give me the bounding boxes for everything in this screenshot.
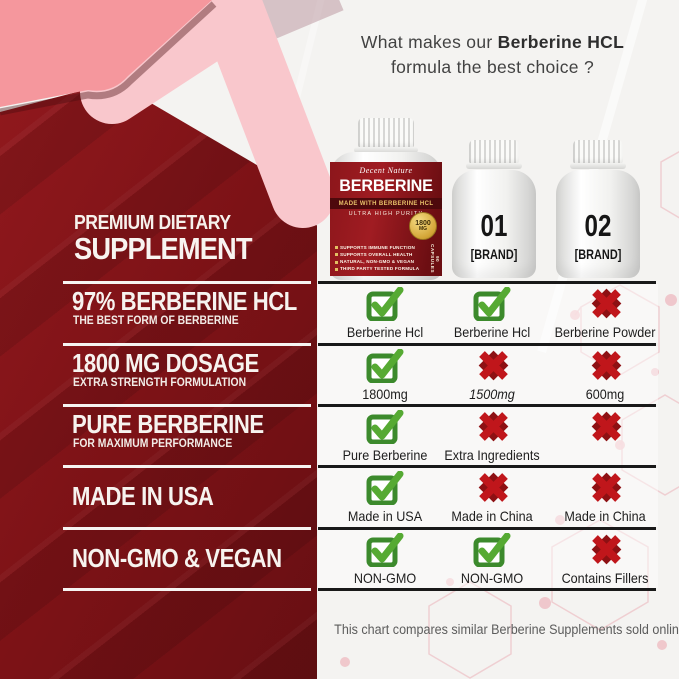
check-icon [473, 286, 511, 322]
dosage-badge: 1800 MG [409, 212, 437, 240]
cell-label: Made in China [451, 508, 533, 524]
black-divider [318, 281, 656, 284]
cell-label: Extra Ingredients [444, 447, 540, 463]
black-divider [318, 527, 656, 530]
competitor-brand: [BRAND] [574, 246, 622, 262]
cell-label: NON-GMO [460, 570, 524, 586]
feature-title: NON-GMO & VEGAN [72, 543, 282, 573]
bottle-label: Decent Nature BERBERINE MADE WITH BERBER… [330, 162, 442, 276]
cell-label: Made in China [564, 508, 646, 524]
feature-title: 97% BERBERINE HCL [72, 286, 297, 316]
capsule-count: 90 CAPSULES [430, 244, 440, 274]
black-divider [318, 465, 656, 468]
check-icon [366, 286, 404, 322]
cell-label: Berberine Hcl [346, 324, 424, 340]
white-divider [63, 281, 311, 284]
black-divider [318, 404, 656, 407]
white-divider [63, 343, 311, 346]
feature-subtitle: EXTRA STRENGTH FORMULATION [73, 377, 247, 389]
feature-subtitle: THE BEST FORM OF BERBERINE [73, 315, 239, 327]
bottle-cap-lip [466, 163, 522, 169]
black-divider [318, 343, 656, 346]
feature-subtitle: FOR MAXIMUM PERFORMANCE [73, 438, 233, 450]
cell-row4-col2: Made in China [432, 471, 552, 524]
check-icon [366, 532, 404, 568]
cell-label: 1500mg [469, 386, 515, 402]
white-divider [63, 588, 311, 591]
title-normal: What makes our [360, 32, 498, 52]
title-bold: Berberine HCL [497, 32, 625, 52]
cell-row2-col3: 600mg [545, 349, 665, 402]
competitor-bottle-2: 02 [BRAND] [556, 140, 640, 278]
cell-label: Contains Fillers [561, 570, 649, 586]
competitor-number: 02 [584, 208, 612, 243]
main-product-bottle: Decent Nature BERBERINE MADE WITH BERBER… [330, 118, 442, 280]
brand-logo: Decent Nature [359, 166, 413, 175]
bottle-body: Decent Nature BERBERINE MADE WITH BERBER… [330, 152, 442, 280]
feature-title: MADE IN USA [72, 481, 214, 511]
title-line2: formula the best choice ? [390, 56, 595, 77]
white-divider [63, 465, 311, 468]
bottle-body: 02 [BRAND] [556, 170, 640, 278]
cell-label: 1800mg [362, 386, 408, 402]
check-icon [366, 348, 404, 384]
cell-row4-col3: Made in China [545, 471, 665, 524]
cell-label: Pure Berberine [342, 447, 428, 463]
competitor-bottle-1: 01 [BRAND] [452, 140, 536, 278]
cell-row5-col2: NON-GMO [432, 532, 552, 586]
cell-row3-col3 [545, 410, 665, 447]
bottle-cap-lip [354, 147, 418, 153]
bottle-cap [573, 140, 623, 164]
bullet: THIRD PARTY TESTED FORMULA [335, 265, 421, 272]
product-name: BERBERINE [339, 176, 433, 195]
purity-text: ULTRA HIGH PURITY [348, 211, 424, 217]
cell-row3-col1: Pure Berberine [325, 409, 445, 463]
cross-icon [586, 471, 624, 505]
bottle-cap [358, 118, 414, 148]
cell-label: Made in USA [347, 508, 423, 524]
cell-label: 600mg [585, 386, 625, 402]
black-divider [318, 588, 656, 591]
check-icon [366, 409, 404, 445]
cell-row5-col3: Contains Fillers [545, 533, 665, 586]
cell-row4-col1: Made in USA [325, 470, 445, 524]
cross-icon [586, 533, 624, 567]
cell-row1-col3: Berberine Powder [545, 287, 665, 340]
cell-row3-col2: Extra Ingredients [432, 410, 552, 463]
bullet: SUPPORTS IMMUNE FUNCTION [335, 244, 421, 251]
check-icon [366, 470, 404, 506]
competitor-brand: [BRAND] [470, 246, 518, 262]
cross-icon [473, 349, 511, 383]
cell-label: Berberine Hcl [453, 324, 531, 340]
panel-title: SUPPLEMENT [74, 231, 253, 266]
cell-row1-col2: Berberine Hcl [432, 286, 552, 340]
label-bullets: SUPPORTS IMMUNE FUNCTION SUPPORTS OVERAL… [335, 244, 421, 272]
page-title: What makes our Berberine HCL formula the… [320, 30, 665, 79]
cell-label: NON-GMO [353, 570, 417, 586]
bullet: NATURAL, NON-GMO & VEGAN [335, 258, 421, 265]
bullet: SUPPORTS OVERALL HEALTH [335, 251, 421, 258]
cell-label: Berberine Powder [554, 324, 656, 340]
cross-icon [473, 410, 511, 444]
cross-icon [586, 349, 624, 383]
cross-icon [586, 287, 624, 321]
feature-title: PURE BERBERINE [72, 409, 264, 439]
cell-row5-col1: NON-GMO [325, 532, 445, 586]
bottle-cap-lip [570, 163, 626, 169]
footer-note: This chart compares similar Berberine Su… [334, 622, 679, 637]
feature-title: 1800 MG DOSAGE [72, 348, 259, 378]
made-with-band: MADE WITH BERBERINE HCL [330, 198, 442, 209]
bottle-cap [469, 140, 519, 164]
cell-row2-col1: 1800mg [325, 348, 445, 402]
cell-row1-col1: Berberine Hcl [325, 286, 445, 340]
cross-icon [586, 410, 624, 444]
white-divider [63, 404, 311, 407]
check-icon [473, 532, 511, 568]
competitor-number: 01 [480, 208, 508, 243]
white-divider [63, 527, 311, 530]
cell-row2-col2: 1500mg [432, 349, 552, 402]
cross-icon [473, 471, 511, 505]
bottle-body: 01 [BRAND] [452, 170, 536, 278]
